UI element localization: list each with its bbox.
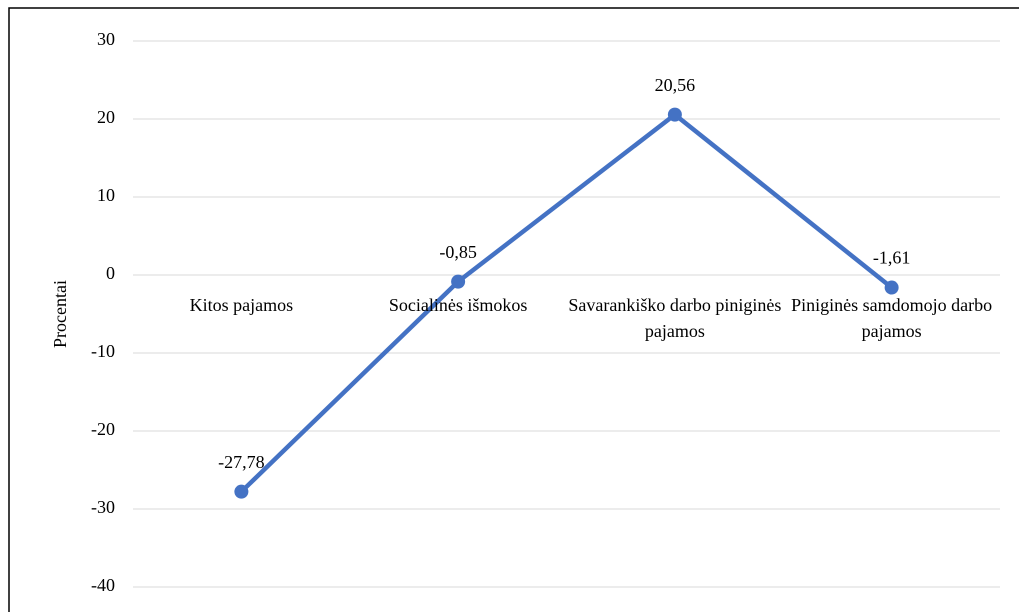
data-point [884,280,899,295]
x-tick-label: Savarankiško darbo piniginės pajamos [568,295,782,341]
data-label: -0,85 [439,242,477,262]
y-tick-label: -30 [91,497,115,517]
data-point [234,484,249,499]
y-tick-label: 30 [97,29,115,49]
series-line [239,112,894,494]
y-tick-label: 0 [106,263,115,283]
y-tick-label: 10 [97,185,115,205]
data-label: 20,56 [655,75,696,95]
y-tick-label: -20 [91,419,115,439]
x-tick-label: Socialinės išmokos [388,295,528,315]
y-tick-label: 20 [97,107,115,127]
data-label: -1,61 [873,248,911,268]
chart-frame [8,7,1019,612]
data-point [451,274,466,289]
y-axis-label: Procentai [50,280,70,348]
y-tick-label: -10 [91,341,115,361]
data-label: -27,78 [218,452,265,472]
y-tick-label: -40 [91,575,115,595]
data-point [667,107,682,122]
x-tick-label: Piniginės samdomojo darbo pajamos [791,295,993,341]
x-tick-label: Kitos pajamos [189,295,294,315]
